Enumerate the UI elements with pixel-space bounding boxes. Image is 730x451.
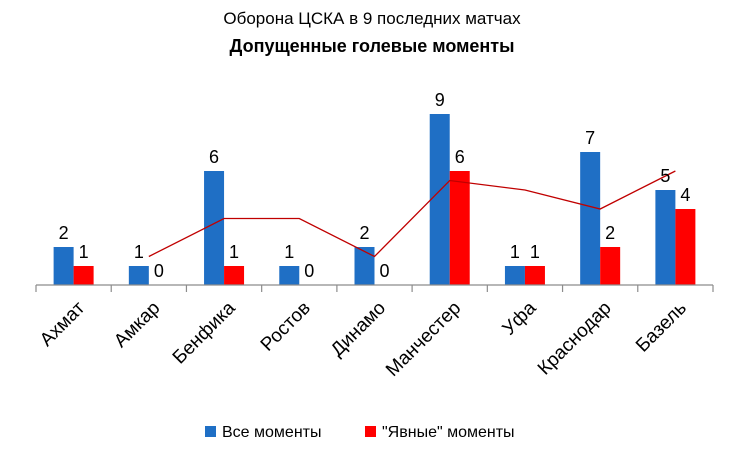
category-label-4: Ростов	[257, 298, 315, 356]
bar-all-moments-4	[279, 266, 300, 285]
category-label-7: Уфа	[499, 297, 541, 339]
data-label-all-moments-5: 2	[359, 223, 369, 243]
chart-subtitle: Допущенные голевые моменты	[230, 36, 515, 56]
data-label-clear-moments-2: 0	[154, 261, 164, 281]
bar-all-moments-6	[429, 114, 450, 285]
bar-clear-moments-1	[73, 266, 94, 285]
category-label-2: Амкар	[110, 298, 164, 352]
category-label-1: Ахмат	[36, 297, 89, 350]
category-label-9: Базель	[632, 298, 691, 357]
trendline-moving-average	[148, 170, 676, 258]
data-label-all-moments-1: 2	[59, 223, 69, 243]
bar-all-moments-2	[128, 266, 149, 285]
bar-clear-moments-8	[600, 247, 621, 285]
data-label-all-moments-6: 9	[435, 90, 445, 110]
data-label-clear-moments-6: 6	[455, 147, 465, 167]
legend-label-clear-moments: "Явные" моменты	[382, 424, 515, 441]
data-label-all-moments-2: 1	[134, 242, 144, 262]
data-label-clear-moments-3: 1	[229, 242, 239, 262]
bar-all-moments-8	[580, 152, 601, 285]
bar-clear-moments-6	[449, 171, 470, 285]
legend-label-all-moments: Все моменты	[222, 424, 321, 441]
legend-swatch-all-moments	[205, 426, 216, 437]
x-axis	[35, 284, 714, 292]
category-label-3: Бенфика	[169, 297, 240, 368]
bar-all-moments-5	[354, 247, 375, 285]
bar-clear-moments-9	[675, 209, 696, 285]
legend: Все моменты "Явные" моменты	[205, 424, 515, 441]
category-label-6: Манчестер	[382, 298, 465, 381]
bar-all-moments-7	[504, 266, 525, 285]
bar-clear-moments-7	[524, 266, 545, 285]
data-label-clear-moments-1: 1	[79, 242, 89, 262]
data-label-clear-moments-7: 1	[530, 242, 540, 262]
category-label-5: Динамо	[327, 298, 390, 361]
data-label-all-moments-9: 5	[660, 166, 670, 186]
data-label-clear-moments-9: 4	[680, 185, 690, 205]
bar-all-moments-3	[204, 171, 225, 285]
data-label-all-moments-4: 1	[284, 242, 294, 262]
chart-title: Оборона ЦСКА в 9 последних матчах	[223, 9, 521, 28]
data-label-all-moments-8: 7	[585, 128, 595, 148]
bar-clear-moments-3	[224, 266, 245, 285]
data-label-all-moments-7: 1	[510, 242, 520, 262]
category-label-8: Краснодар	[534, 298, 616, 380]
bar-all-moments-9	[655, 190, 676, 285]
data-label-all-moments-3: 6	[209, 147, 219, 167]
trendline-layer	[148, 170, 676, 258]
legend-swatch-clear-moments	[365, 426, 376, 437]
bar-all-moments-1	[53, 247, 74, 285]
data-label-clear-moments-4: 0	[304, 261, 314, 281]
data-label-clear-moments-8: 2	[605, 223, 615, 243]
bars-layer	[53, 114, 696, 285]
data-label-clear-moments-5: 0	[379, 261, 389, 281]
